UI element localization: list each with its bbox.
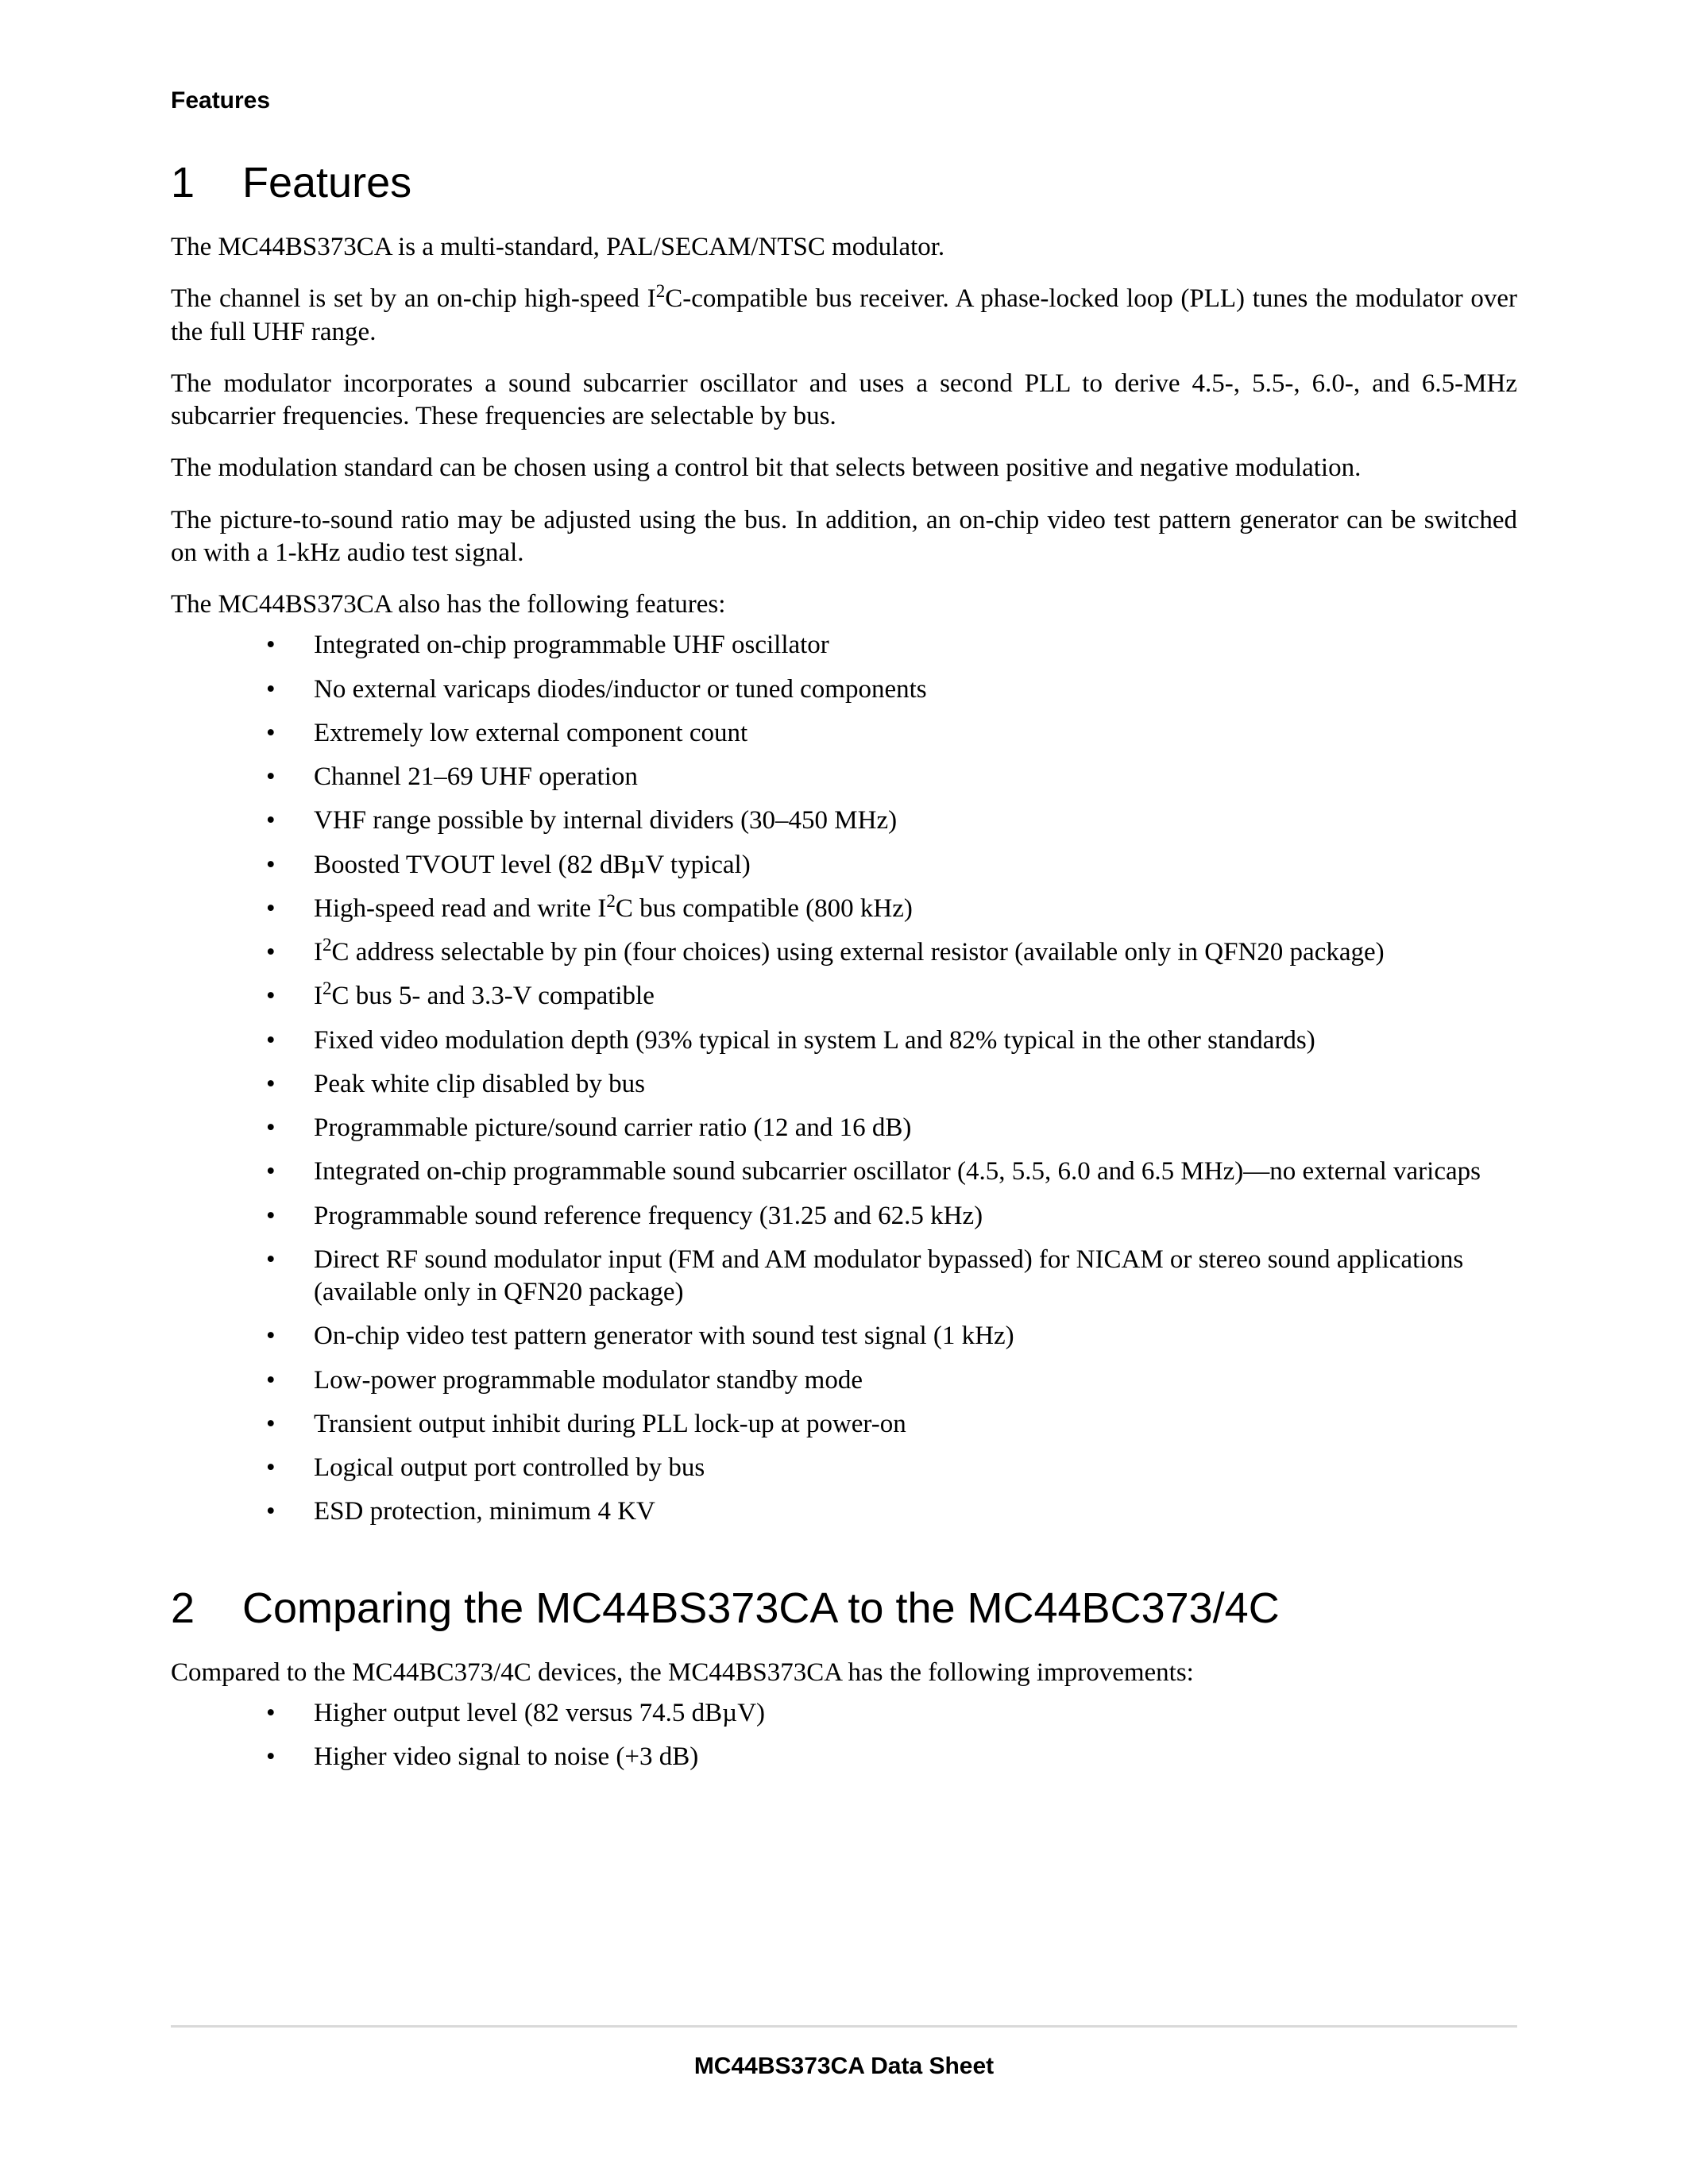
section-2-heading: 2Comparing the MC44BS373CA to the MC44BC…	[171, 1584, 1517, 1633]
section-2-number: 2	[171, 1584, 242, 1633]
list-item: Transient output inhibit during PLL lock…	[266, 1408, 1517, 1441]
section-1-number: 1	[171, 158, 242, 207]
section-1-bullet-list: Integrated on-chip programmable UHF osci…	[171, 629, 1517, 1528]
body-paragraph: The MC44BS373CA also has the following f…	[171, 588, 1517, 621]
footer-rule	[171, 2025, 1517, 2028]
body-paragraph: The modulator incorporates a sound subca…	[171, 368, 1517, 434]
footer-text: MC44BS373CA Data Sheet	[0, 2053, 1688, 2080]
section-2-bullet-list: Higher output level (82 versus 74.5 dBµV…	[171, 1697, 1517, 1774]
list-item: Logical output port controlled by bus	[266, 1452, 1517, 1484]
body-paragraph: Compared to the MC44BC373/4C devices, th…	[171, 1657, 1517, 1689]
list-item: Integrated on-chip programmable UHF osci…	[266, 629, 1517, 662]
list-item: Programmable sound reference frequency (…	[266, 1200, 1517, 1233]
list-item: On-chip video test pattern generator wit…	[266, 1320, 1517, 1352]
running-header: Features	[171, 87, 1517, 114]
page-content: Features 1Features The MC44BS373CA is a …	[171, 87, 1517, 1785]
list-item: Boosted TVOUT level (82 dBµV typical)	[266, 849, 1517, 882]
list-item: Higher video signal to noise (+3 dB)	[266, 1741, 1517, 1773]
list-item: Extremely low external component count	[266, 717, 1517, 750]
section-1-title: Features	[242, 159, 411, 206]
list-item: Channel 21–69 UHF operation	[266, 761, 1517, 793]
list-item: Fixed video modulation depth (93% typica…	[266, 1024, 1517, 1057]
list-item: VHF range possible by internal dividers …	[266, 805, 1517, 837]
section-2-title: Comparing the MC44BS373CA to the MC44BC3…	[242, 1584, 1280, 1632]
section-1-heading: 1Features	[171, 158, 1517, 207]
body-paragraph: The modulation standard can be chosen us…	[171, 452, 1517, 484]
list-item: Integrated on-chip programmable sound su…	[266, 1156, 1517, 1188]
list-item: Programmable picture/sound carrier ratio…	[266, 1112, 1517, 1144]
list-item: Higher output level (82 versus 74.5 dBµV…	[266, 1697, 1517, 1730]
list-item: High-speed read and write I2C bus compat…	[266, 893, 1517, 925]
list-item: I2C bus 5- and 3.3-V compatible	[266, 980, 1517, 1013]
body-paragraph: The channel is set by an on-chip high-sp…	[171, 283, 1517, 349]
list-item: Direct RF sound modulator input (FM and …	[266, 1244, 1517, 1310]
list-item: No external varicaps diodes/inductor or …	[266, 673, 1517, 706]
list-item: Low-power programmable modulator standby…	[266, 1364, 1517, 1397]
list-item: ESD protection, minimum 4 KV	[266, 1495, 1517, 1528]
list-item: I2C address selectable by pin (four choi…	[266, 936, 1517, 969]
body-paragraph: The picture-to-sound ratio may be adjust…	[171, 504, 1517, 570]
list-item: Peak white clip disabled by bus	[266, 1068, 1517, 1101]
body-paragraph: The MC44BS373CA is a multi-standard, PAL…	[171, 231, 1517, 264]
